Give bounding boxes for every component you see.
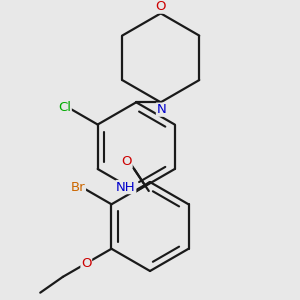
Text: Br: Br [71, 181, 86, 194]
Text: O: O [81, 257, 92, 270]
Text: O: O [155, 0, 166, 13]
Text: NH: NH [116, 181, 136, 194]
Text: O: O [122, 154, 132, 168]
Text: Cl: Cl [58, 101, 71, 114]
Text: N: N [157, 103, 166, 116]
